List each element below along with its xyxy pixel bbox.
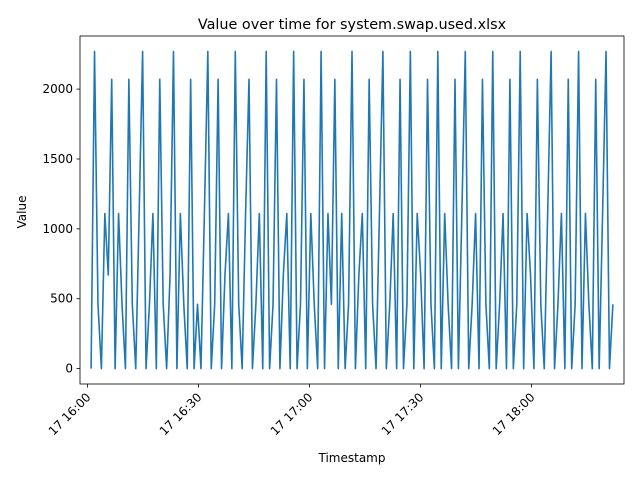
y-tick-label: 2000 — [42, 82, 73, 96]
series-line-value — [90, 50, 614, 370]
x-axis-label: Timestamp — [318, 451, 386, 465]
y-tick-label: 0 — [65, 362, 73, 376]
chart-title: Value over time for system.swap.used.xls… — [198, 17, 507, 33]
y-axis-label: Value — [15, 196, 29, 229]
x-tick-label: 17 17:00 — [268, 390, 316, 438]
x-tick-label: 17 16:00 — [46, 390, 94, 438]
x-tick-label: 17 18:00 — [490, 390, 538, 438]
x-axis: 17 16:00 17 16:30 17 17:00 17 17:30 17 18:00 — [46, 384, 538, 438]
x-tick-label: 17 17:30 — [379, 390, 427, 438]
y-tick-label: 1000 — [42, 222, 73, 236]
x-tick-label: 17 16:30 — [157, 390, 205, 438]
plot-frame — [79, 35, 625, 385]
y-tick-label: 500 — [50, 292, 73, 306]
plot-area — [90, 50, 614, 370]
y-axis: 0 500 1000 1500 2000 — [42, 82, 80, 376]
y-tick-label: 1500 — [42, 152, 73, 166]
